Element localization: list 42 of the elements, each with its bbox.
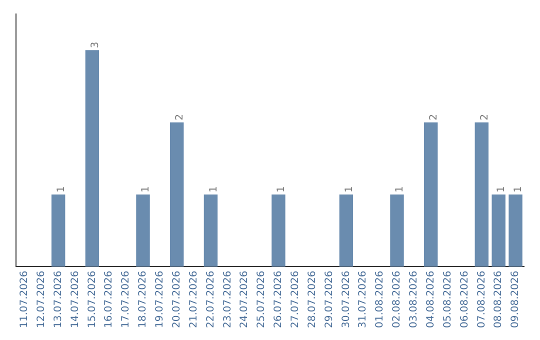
- data-label: 3: [90, 42, 101, 48]
- x-tick-label: 06.08.2026: [459, 270, 470, 328]
- data-label: 1: [208, 186, 220, 193]
- x-tick-label: 01.08.2026: [374, 270, 386, 328]
- x-tick-label: 14.07.2026: [70, 270, 81, 328]
- x-tick-label: 29.07.2026: [324, 270, 335, 328]
- x-tick-label: 24.07.2026: [239, 270, 250, 328]
- x-tick-label: 17.07.2026: [120, 270, 132, 328]
- x-tick-label: 16.07.2026: [104, 270, 115, 328]
- data-label: 1: [344, 186, 355, 193]
- x-tick-label: 23.07.2026: [222, 270, 234, 328]
- x-tick-label: 28.07.2026: [306, 270, 318, 328]
- x-tick-label: 18.07.2026: [138, 270, 149, 328]
- x-tick-label: 21.07.2026: [188, 270, 200, 328]
- data-label: 2: [479, 114, 490, 120]
- x-tick-label: 20.07.2026: [171, 270, 182, 328]
- data-label: 2: [174, 114, 186, 120]
- x-tick-label: 25.07.2026: [256, 270, 268, 328]
- x-tick-label: 03.08.2026: [408, 270, 420, 328]
- x-tick-label: 09.08.2026: [510, 270, 522, 328]
- x-tick-label: 08.08.2026: [493, 270, 504, 328]
- x-tick-label: 02.08.2026: [392, 270, 403, 328]
- x-tick-label: 05.08.2026: [442, 270, 454, 328]
- data-label: 1: [513, 186, 524, 193]
- data-label: 1: [394, 186, 406, 193]
- data-label: 1: [140, 186, 152, 193]
- x-tick-label: 22.07.2026: [205, 270, 216, 328]
- x-tick-label: 12.07.2026: [36, 270, 47, 328]
- x-tick-label: 04.08.2026: [425, 270, 436, 328]
- data-label: 1: [56, 186, 67, 193]
- x-tick-label: 15.07.2026: [86, 270, 98, 328]
- data-label: 1: [496, 186, 508, 193]
- x-tick-label: 11.07.2026: [19, 270, 30, 328]
- x-tick-label: 27.07.2026: [290, 270, 301, 328]
- x-tick-label: 07.08.2026: [476, 270, 488, 328]
- x-tick-label: 30.07.2026: [340, 270, 352, 328]
- data-label: 2: [428, 114, 440, 120]
- x-tick-label: 13.07.2026: [52, 270, 64, 328]
- x-tick-label: 19.07.2026: [154, 270, 166, 328]
- x-tick-label: 31.07.2026: [358, 270, 369, 328]
- data-label: 1: [276, 186, 288, 193]
- x-tick-label: 26.07.2026: [273, 270, 284, 328]
